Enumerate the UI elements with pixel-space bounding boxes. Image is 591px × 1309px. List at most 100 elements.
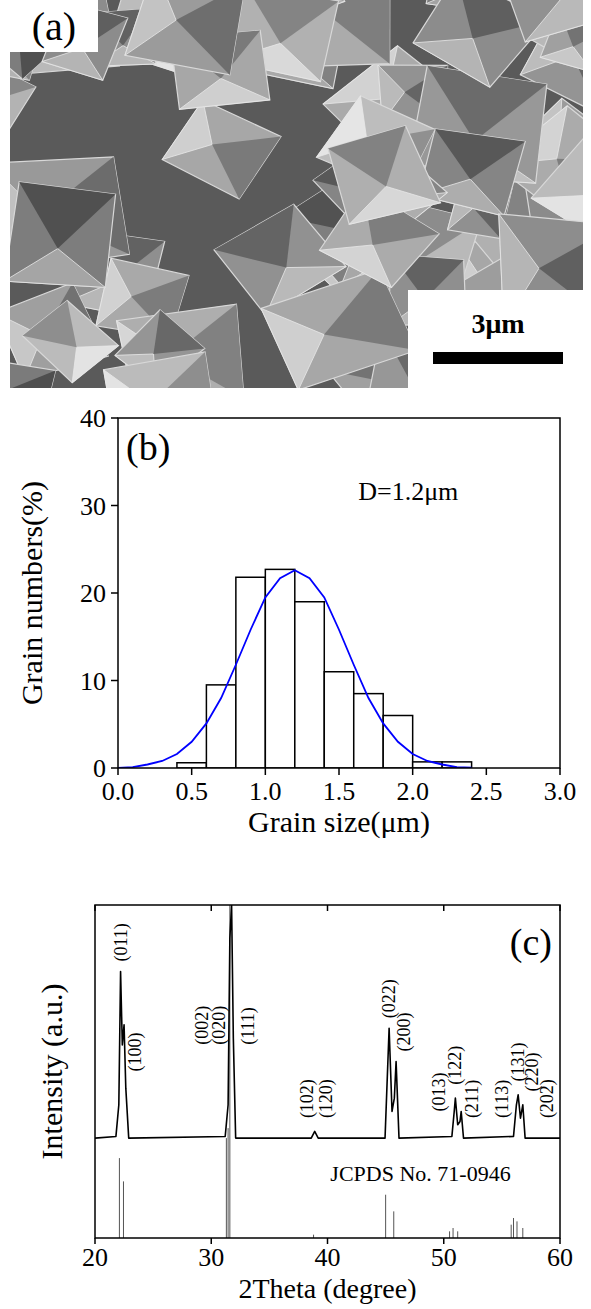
y-tick (111, 592, 118, 594)
peak-label: (100) (125, 1033, 146, 1072)
peak-label: (020) (209, 1006, 230, 1045)
crystal-facet (540, 47, 583, 72)
crystal-facet (525, 0, 583, 42)
y-tick-label: 10 (80, 667, 106, 696)
peak-label: (111) (238, 1007, 259, 1045)
bar (324, 672, 353, 768)
y-axis-title: Grain numbers(%) (15, 481, 49, 705)
crystal (162, 100, 281, 199)
reference-stick (457, 1231, 458, 1238)
label-box (10, 0, 98, 52)
bar (295, 602, 324, 768)
reference-stick (393, 1211, 394, 1238)
crystal-facet (179, 78, 269, 109)
crystal-facet (104, 370, 151, 388)
x-tick-label: 3.0 (544, 777, 577, 806)
x-tick (486, 768, 488, 775)
x-tick-top (559, 905, 561, 911)
bar (265, 569, 294, 768)
peak-label: (022) (379, 979, 400, 1018)
reference-stick (119, 1158, 120, 1238)
crystal-facet (435, 129, 525, 179)
x-tick (265, 768, 267, 775)
bar (354, 694, 383, 768)
x-tick-label: 1.5 (323, 777, 356, 806)
frame (95, 905, 560, 1238)
x-tick-top (94, 905, 96, 911)
frame (118, 418, 560, 768)
crystal-facet (19, 182, 115, 249)
crystal-facet (214, 204, 294, 267)
x-tick (117, 768, 119, 775)
peak-label: (122) (445, 1046, 466, 1085)
x-axis-title: Grain size(μm) (248, 805, 430, 839)
y-tick-label: 30 (80, 492, 106, 521)
reference-stick (522, 1228, 523, 1238)
x-tick-label: 1.0 (249, 777, 282, 806)
crystal-facet (413, 38, 490, 87)
y-tick (111, 505, 118, 507)
x-tick-label: 0.5 (175, 777, 208, 806)
x-tick-top (327, 905, 329, 911)
x-tick-top (443, 905, 445, 911)
crystal-facet (328, 126, 406, 187)
panel-label: (b) (126, 426, 170, 469)
scale-box (408, 290, 583, 388)
x-tick-label: 2.5 (470, 777, 503, 806)
crystal-facet (10, 249, 105, 288)
x-tick (338, 768, 340, 775)
peak-label: (113) (492, 1080, 513, 1118)
reference-stick (228, 1128, 229, 1238)
sem-image (10, 0, 583, 388)
x-tick-label: 30 (198, 1243, 224, 1272)
reference-stick (513, 1218, 514, 1238)
x-tick-label: 60 (547, 1243, 573, 1272)
crystal-facet (153, 310, 204, 354)
reference-stick (226, 1138, 227, 1238)
y-tick (111, 417, 118, 419)
x-tick-label: 20 (82, 1243, 108, 1272)
crystal-facet (10, 370, 56, 388)
peak-label: (202) (537, 1079, 558, 1118)
panel-label: (c) (510, 921, 552, 964)
y-tick (111, 767, 118, 769)
annotation: D=1.2μm (358, 477, 458, 506)
bar (177, 763, 206, 768)
crystal (10, 355, 56, 388)
xrd-pattern (95, 905, 560, 1138)
y-axis-title: Intensity (a.u.) (35, 984, 69, 1160)
fit-curve (118, 570, 472, 768)
crystal-facet (324, 269, 417, 350)
crystal-facet (212, 137, 281, 199)
x-tick (412, 768, 414, 775)
reference-stick (516, 1221, 517, 1238)
peak-label: (211) (462, 1080, 483, 1118)
x-tick-label: 40 (315, 1243, 341, 1272)
x-tick (559, 768, 561, 775)
crystal-facet (261, 308, 324, 388)
crystal (125, 0, 245, 75)
crystal-facet (349, 186, 440, 224)
reference-stick (385, 1195, 386, 1238)
peak-label: (011) (111, 923, 132, 961)
crystal-facet (162, 100, 212, 159)
crystal (10, 182, 116, 287)
x-tick-label: 2.0 (396, 777, 429, 806)
crystal-facet (22, 301, 76, 348)
crystal-facet (42, 48, 103, 80)
reference-stick (511, 1225, 512, 1238)
crystal (488, 0, 583, 42)
y-tick (111, 680, 118, 682)
crystal-facet (176, 0, 245, 75)
y-tick-label: 40 (80, 404, 106, 433)
reference-stick (453, 1228, 454, 1238)
reference-stick (123, 1181, 124, 1238)
x-tick-label: 0.0 (102, 777, 135, 806)
x-axis-title: 2Theta (degree) (239, 1273, 417, 1304)
plot-area (95, 905, 560, 1238)
y-tick-label: 20 (80, 579, 106, 608)
crystal (104, 352, 219, 388)
crystal (261, 269, 417, 388)
crystal-facet (320, 245, 392, 288)
x-tick (191, 768, 193, 775)
